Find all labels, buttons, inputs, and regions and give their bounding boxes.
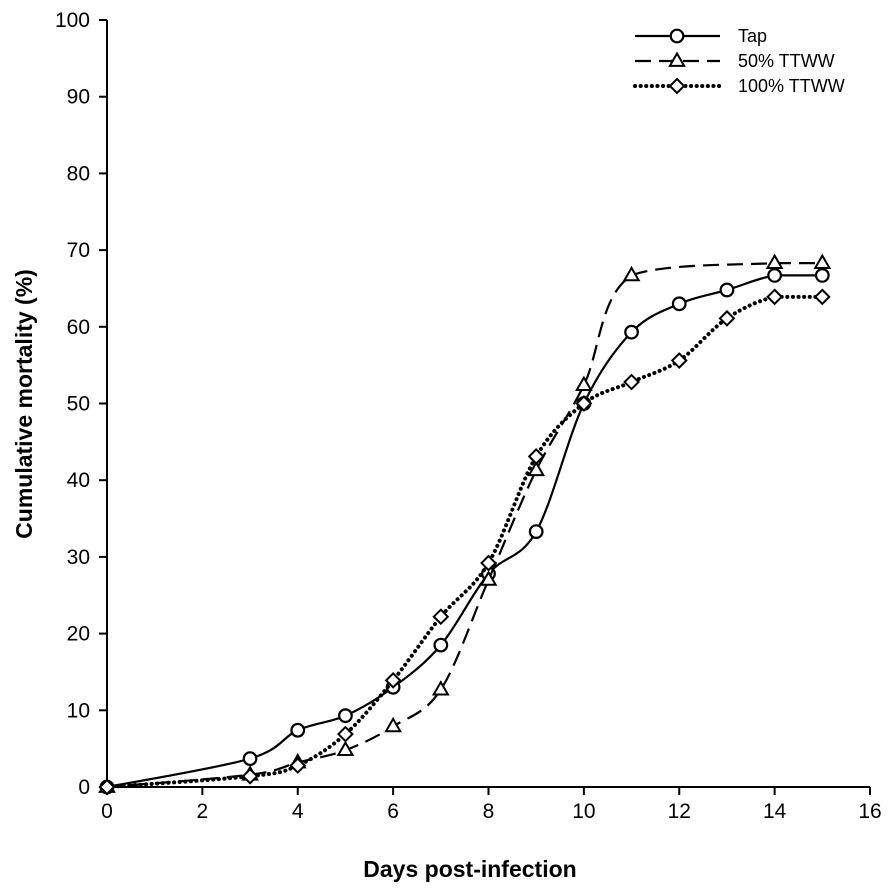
data-point-50pct-ttww [575,375,593,391]
data-point-50pct-ttww [336,740,355,757]
x-tick-label: 2 [197,800,209,823]
data-point-100pct-ttww [766,288,784,306]
data-point-100pct-ttww [670,352,688,369]
legend-marker-100pct-ttww [668,77,686,95]
data-point-100pct-ttww [527,448,545,465]
y-tick-label: 30 [67,546,90,569]
data-point-50pct-ttww [431,680,450,696]
series-line-tap [106,274,823,789]
data-point-100pct-ttww [337,725,354,743]
y-tick-label: 10 [67,699,90,722]
data-point-tap [719,282,735,298]
series-line-50pct-ttww [106,262,823,789]
x-axis-title: Days post-infection [363,856,576,882]
data-point-50pct-ttww [384,716,402,733]
data-point-100pct-ttww [98,778,116,796]
data-point-tap [338,708,353,724]
legend-marker-50pct-ttww [668,51,686,67]
data-point-100pct-ttww [813,288,831,306]
y-tick-label: 60 [67,316,90,339]
data-point-50pct-ttww [527,460,546,477]
series-tap [99,268,830,795]
y-tick-label: 80 [67,162,90,185]
data-point-100pct-ttww [480,554,497,572]
y-axis-title: Cumulative mortality (%) [11,269,37,539]
data-point-50pct-ttww [765,253,784,270]
y-tick-label: 50 [67,393,90,416]
x-tick-label: 4 [292,800,304,823]
legend-item-tap: Tap [635,26,767,46]
data-point-tap [624,324,639,340]
data-point-100pct-ttww [384,671,402,689]
series-50pct-ttww [98,253,832,793]
y-tick-label: 0 [78,776,90,799]
data-point-tap [814,268,830,283]
axes: 0 2 4 6 8 10 12 14 16 0 10 20 30 40 50 60 70 80 90 100 [55,9,882,823]
data-point-50pct-ttww [479,570,498,586]
y-tick-label: 70 [67,239,90,262]
x-tick-label: 16 [858,800,881,823]
x-tick-label: 10 [572,800,595,823]
y-tick-label: 90 [67,86,90,109]
data-point-tap [767,268,783,283]
legend-label-100pct-ttww: 100% TTWW [738,76,845,96]
legend-label-tap: Tap [738,26,767,46]
data-point-tap [433,637,449,653]
legend-item-50pct-ttww: 50% TTWW [635,51,835,71]
data-point-100pct-ttww [241,767,259,785]
data-point-tap [242,751,258,767]
data-point-100pct-ttww [575,395,593,412]
data-point-tap [290,722,306,738]
data-point-50pct-ttww [813,253,832,270]
data-point-100pct-ttww [623,373,640,391]
x-tick-label: 14 [763,800,787,823]
legend-marker-tap [669,28,685,44]
y-tick-label: 20 [67,623,90,646]
data-point-tap [528,524,544,539]
series-100pct-ttww [98,288,831,796]
legend-label-50pct-ttww: 50% TTWW [738,51,835,71]
series-layer [98,253,832,796]
series-line-100pct-ttww [105,294,825,789]
x-tick-label: 8 [483,800,495,823]
legend: Tap 50% TTWW 100% TTWW [633,26,845,96]
data-point-100pct-ttww [432,608,450,626]
data-point-100pct-ttww [718,309,736,327]
x-tick-label: 6 [387,800,399,823]
y-tick-label: 40 [67,469,90,492]
data-point-tap [671,296,687,312]
y-tick-label: 100 [55,9,90,32]
data-point-100pct-ttww [289,757,307,774]
x-tick-label: 12 [668,800,691,823]
x-tick-label: 0 [101,800,113,823]
data-point-50pct-ttww [622,265,641,282]
legend-item-100pct-ttww: 100% TTWW [633,76,845,96]
